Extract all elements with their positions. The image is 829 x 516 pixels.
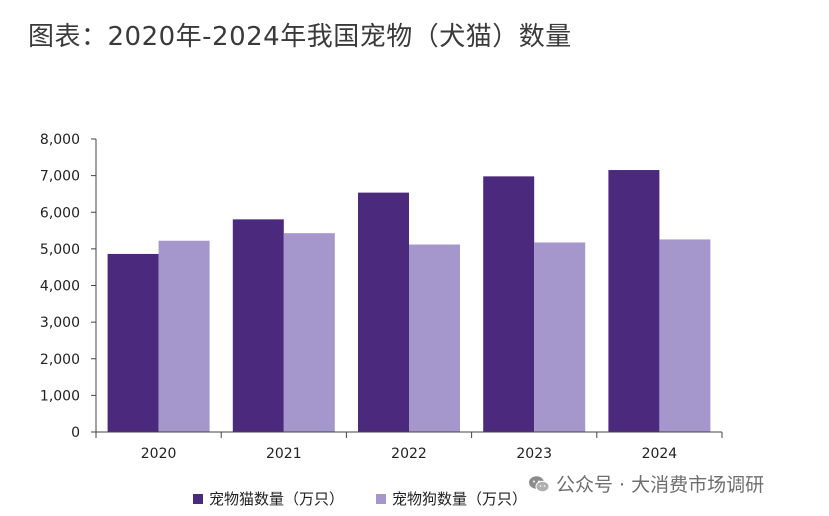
legend-swatch-dogs xyxy=(376,493,387,504)
legend-item-dogs: 宠物狗数量（万只） xyxy=(376,488,527,509)
bar-2022-series-0 xyxy=(358,192,409,432)
x-tick-label: 2023 xyxy=(516,446,552,462)
bar-2023-series-0 xyxy=(483,176,535,432)
bar-2022-series-1 xyxy=(409,244,460,432)
bar-2020-series-1 xyxy=(158,240,210,432)
watermark: 公众号 · 大消费市场调研 xyxy=(528,470,764,497)
bar-2024-series-1 xyxy=(659,239,711,432)
wechat-icon xyxy=(529,475,550,492)
legend-label-cats: 宠物猫数量（万只） xyxy=(209,490,345,508)
x-tick-label: 2020 xyxy=(141,446,177,462)
x-tick-label: 2024 xyxy=(642,446,678,462)
bars-group xyxy=(107,170,711,433)
y-tick-label: 1,000 xyxy=(40,388,80,404)
bar-2021-series-1 xyxy=(283,233,335,432)
chart-legend: 宠物猫数量（万只） 宠物狗数量（万只） xyxy=(193,488,559,509)
legend-label-dogs: 宠物狗数量（万只） xyxy=(392,490,528,508)
chart-title: 图表：2020年-2024年我国宠物（犬猫）数量 xyxy=(28,22,572,52)
x-tick-label: 2021 xyxy=(266,446,302,462)
y-tick-label: 6,000 xyxy=(40,205,80,221)
y-tick-label: 0 xyxy=(71,425,80,441)
y-axis: 0 1,000 2,000 3,000 4,000 5,000 6,000 7,000 8,00… xyxy=(40,132,97,441)
y-tick-label: 5,000 xyxy=(40,242,80,258)
y-tick-label: 4,000 xyxy=(40,279,80,295)
y-tick-label: 2,000 xyxy=(40,352,80,368)
y-tick-label: 3,000 xyxy=(40,315,80,331)
x-axis: 2020 2021 2022 2023 2024 xyxy=(95,431,723,462)
bar-2024-series-0 xyxy=(608,170,660,433)
bar-2023-series-1 xyxy=(534,242,586,432)
watermark-text: 公众号 · 大消费市场调研 xyxy=(556,474,765,496)
bar-2020-series-0 xyxy=(107,253,159,432)
y-tick-label: 7,000 xyxy=(40,169,80,185)
legend-swatch-cats xyxy=(193,493,203,504)
y-tick-label: 8,000 xyxy=(40,132,80,148)
x-tick-label: 2022 xyxy=(391,446,427,462)
bar-2021-series-0 xyxy=(232,219,284,432)
legend-item-cats: 宠物猫数量（万只） xyxy=(193,488,344,509)
